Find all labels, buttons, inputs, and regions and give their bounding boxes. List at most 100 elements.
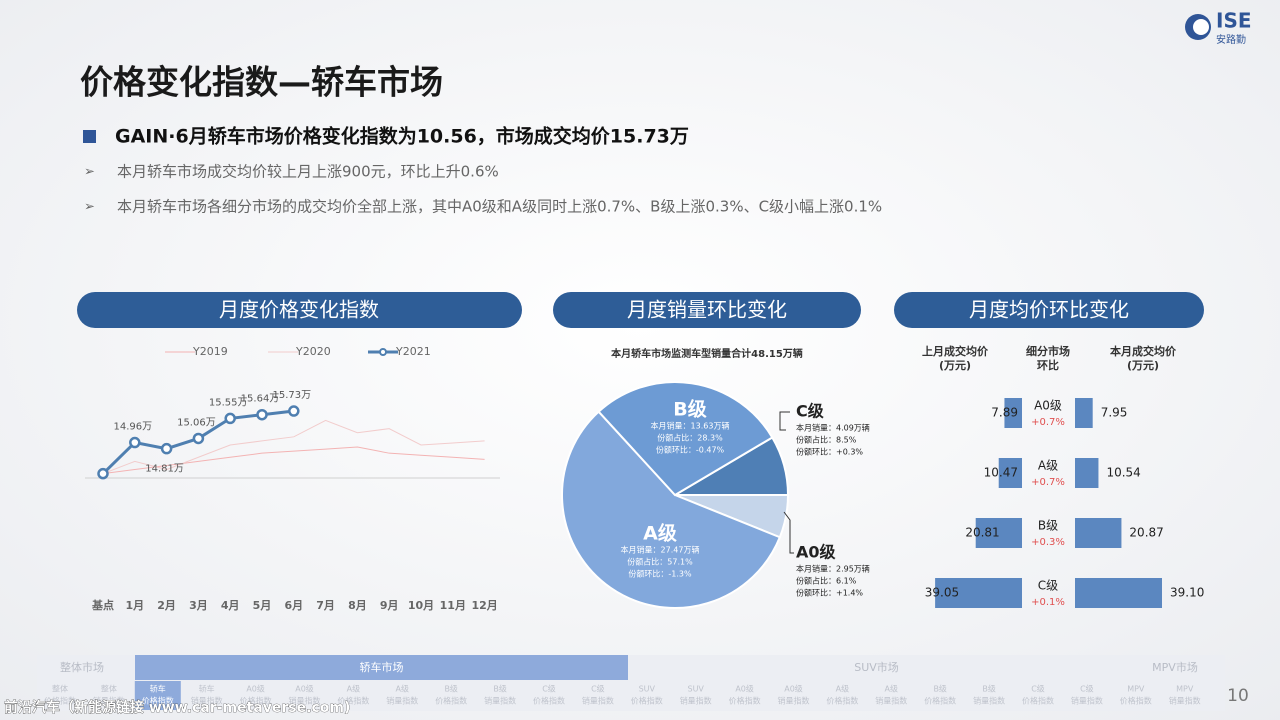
page-number: 10 — [1227, 686, 1249, 706]
category-label: B级 — [1038, 519, 1058, 533]
slice-detail: 份额占比：6.1% — [796, 576, 857, 586]
legend-label: Y2021 — [395, 345, 431, 358]
section-title: 月度销量环比变化 — [627, 298, 787, 322]
column-header: 环比 — [1037, 358, 1059, 372]
slice-detail: 份额环比：-1.3% — [628, 569, 692, 579]
headline-bullet — [83, 130, 96, 143]
x-tick-label: 基点 — [91, 598, 114, 612]
slice-label: C级 — [796, 402, 825, 421]
bullet-arrow: ➢ — [84, 165, 95, 180]
logo-name: ISE — [1216, 9, 1252, 33]
nav-item: C级 — [542, 684, 556, 694]
value-label: 39.05 — [925, 586, 959, 600]
nav-item: 价格指数 — [631, 696, 663, 706]
nav-item: A0级 — [295, 684, 314, 694]
x-tick-label: 8月 — [348, 599, 367, 612]
leader-line — [779, 411, 790, 431]
nav-item: 价格指数 — [924, 696, 956, 706]
data-point — [97, 467, 109, 480]
x-tick-label: 1月 — [125, 599, 144, 612]
x-tick-label: 9月 — [380, 599, 399, 612]
nav-item: 销量指数 — [973, 696, 1005, 706]
slice-detail: 份额环比：+1.4% — [796, 588, 863, 598]
column-header: 上月成交均价 — [922, 344, 989, 358]
nav-item: B级 — [444, 684, 458, 694]
pie-slice — [561, 410, 782, 609]
x-tick-label: 5月 — [253, 599, 272, 612]
nav-group: 整体市场 — [60, 660, 104, 674]
bar — [1004, 398, 1022, 428]
x-tick-label: 4月 — [221, 599, 240, 612]
bar — [1075, 458, 1099, 488]
data-label: 15.06万 — [177, 417, 216, 428]
nav-item: C级 — [591, 684, 605, 694]
nav-item: C级 — [1080, 684, 1094, 694]
nav-item: 销量指数 — [582, 696, 614, 706]
nav-item: 价格指数 — [1120, 696, 1152, 706]
slice-detail: 份额环比：-0.47% — [656, 445, 725, 455]
nav-item: A级 — [836, 684, 849, 694]
nav-item: 销量指数 — [680, 696, 712, 706]
slice-label: B级 — [673, 398, 706, 421]
slice-label: A0级 — [796, 543, 837, 562]
data-point — [288, 405, 300, 417]
column-header: 本月成交均价 — [1110, 344, 1177, 358]
category-label: C级 — [1038, 579, 1058, 593]
data-label: 14.96万 — [113, 422, 152, 433]
data-point — [224, 412, 236, 425]
nav-item: 销量指数 — [875, 696, 907, 706]
nav-item: A0级 — [784, 684, 803, 694]
nav-item: 价格指数 — [337, 696, 369, 706]
slice-detail: 本月销量：4.09万辆 — [796, 423, 870, 433]
section-header — [894, 292, 1204, 328]
nav-item: A级 — [347, 684, 360, 694]
data-label: 15.55万 — [209, 397, 248, 408]
nav-item: 整体 — [101, 684, 117, 694]
nav-group: SUV市场 — [854, 660, 899, 674]
slice-detail: 份额占比：28.3% — [657, 433, 723, 443]
watermark: 前沿汽车（新能源链接 www.car-metaverse.com) — [4, 699, 350, 716]
section-header — [77, 292, 522, 328]
nav-item: 价格指数 — [44, 696, 76, 706]
x-tick-label: 2月 — [157, 599, 176, 612]
value-label: 20.81 — [965, 526, 999, 540]
nav-item: A级 — [885, 684, 898, 694]
logo-icon-inner — [1193, 19, 1209, 35]
change-label: +0.7% — [1031, 477, 1065, 488]
slice-detail: 本月销量：13.63万辆 — [651, 421, 730, 431]
nav-item: 价格指数 — [729, 696, 761, 706]
category-label: A级 — [1038, 459, 1058, 473]
bar — [935, 578, 1022, 608]
nav-item: MPV — [1176, 685, 1194, 694]
bar — [1075, 578, 1162, 608]
value-label: 10.54 — [1106, 466, 1140, 480]
nav-item: SUV — [639, 685, 656, 694]
nav-item: 销量指数 — [778, 696, 810, 706]
data-label: 15.64万 — [241, 394, 280, 405]
data-label: 14.81万 — [145, 464, 184, 475]
column-header: 细分市场 — [1026, 344, 1070, 358]
nav-active-group — [135, 655, 628, 680]
bar — [1075, 518, 1122, 548]
nav-item: 销量指数 — [289, 696, 321, 706]
data-point — [129, 436, 141, 449]
nav-item: 销量指数 — [1169, 696, 1201, 706]
nav-item: A0级 — [246, 684, 265, 694]
legend-marker — [379, 348, 387, 356]
change-label: +0.3% — [1031, 537, 1065, 548]
slice-detail: 份额环比：+0.3% — [796, 447, 863, 457]
nav-item: 整体 — [52, 684, 68, 694]
logo-sub: 安路勤 — [1216, 33, 1246, 46]
series-line — [102, 419, 485, 475]
title: 价格变化指数—轿车市场 — [80, 63, 443, 102]
nav-item: 价格指数 — [1022, 696, 1054, 706]
column-header: (万元) — [939, 359, 971, 372]
nav-item: B级 — [493, 684, 507, 694]
section-title: 月度均价环比变化 — [969, 298, 1129, 322]
nav-item: 价格指数 — [826, 696, 858, 706]
nav-group: 轿车市场 — [360, 660, 404, 674]
slice-label: A级 — [643, 522, 677, 545]
slice-detail: 份额占比：8.5% — [796, 435, 857, 445]
section-title: 月度价格变化指数 — [219, 298, 379, 322]
